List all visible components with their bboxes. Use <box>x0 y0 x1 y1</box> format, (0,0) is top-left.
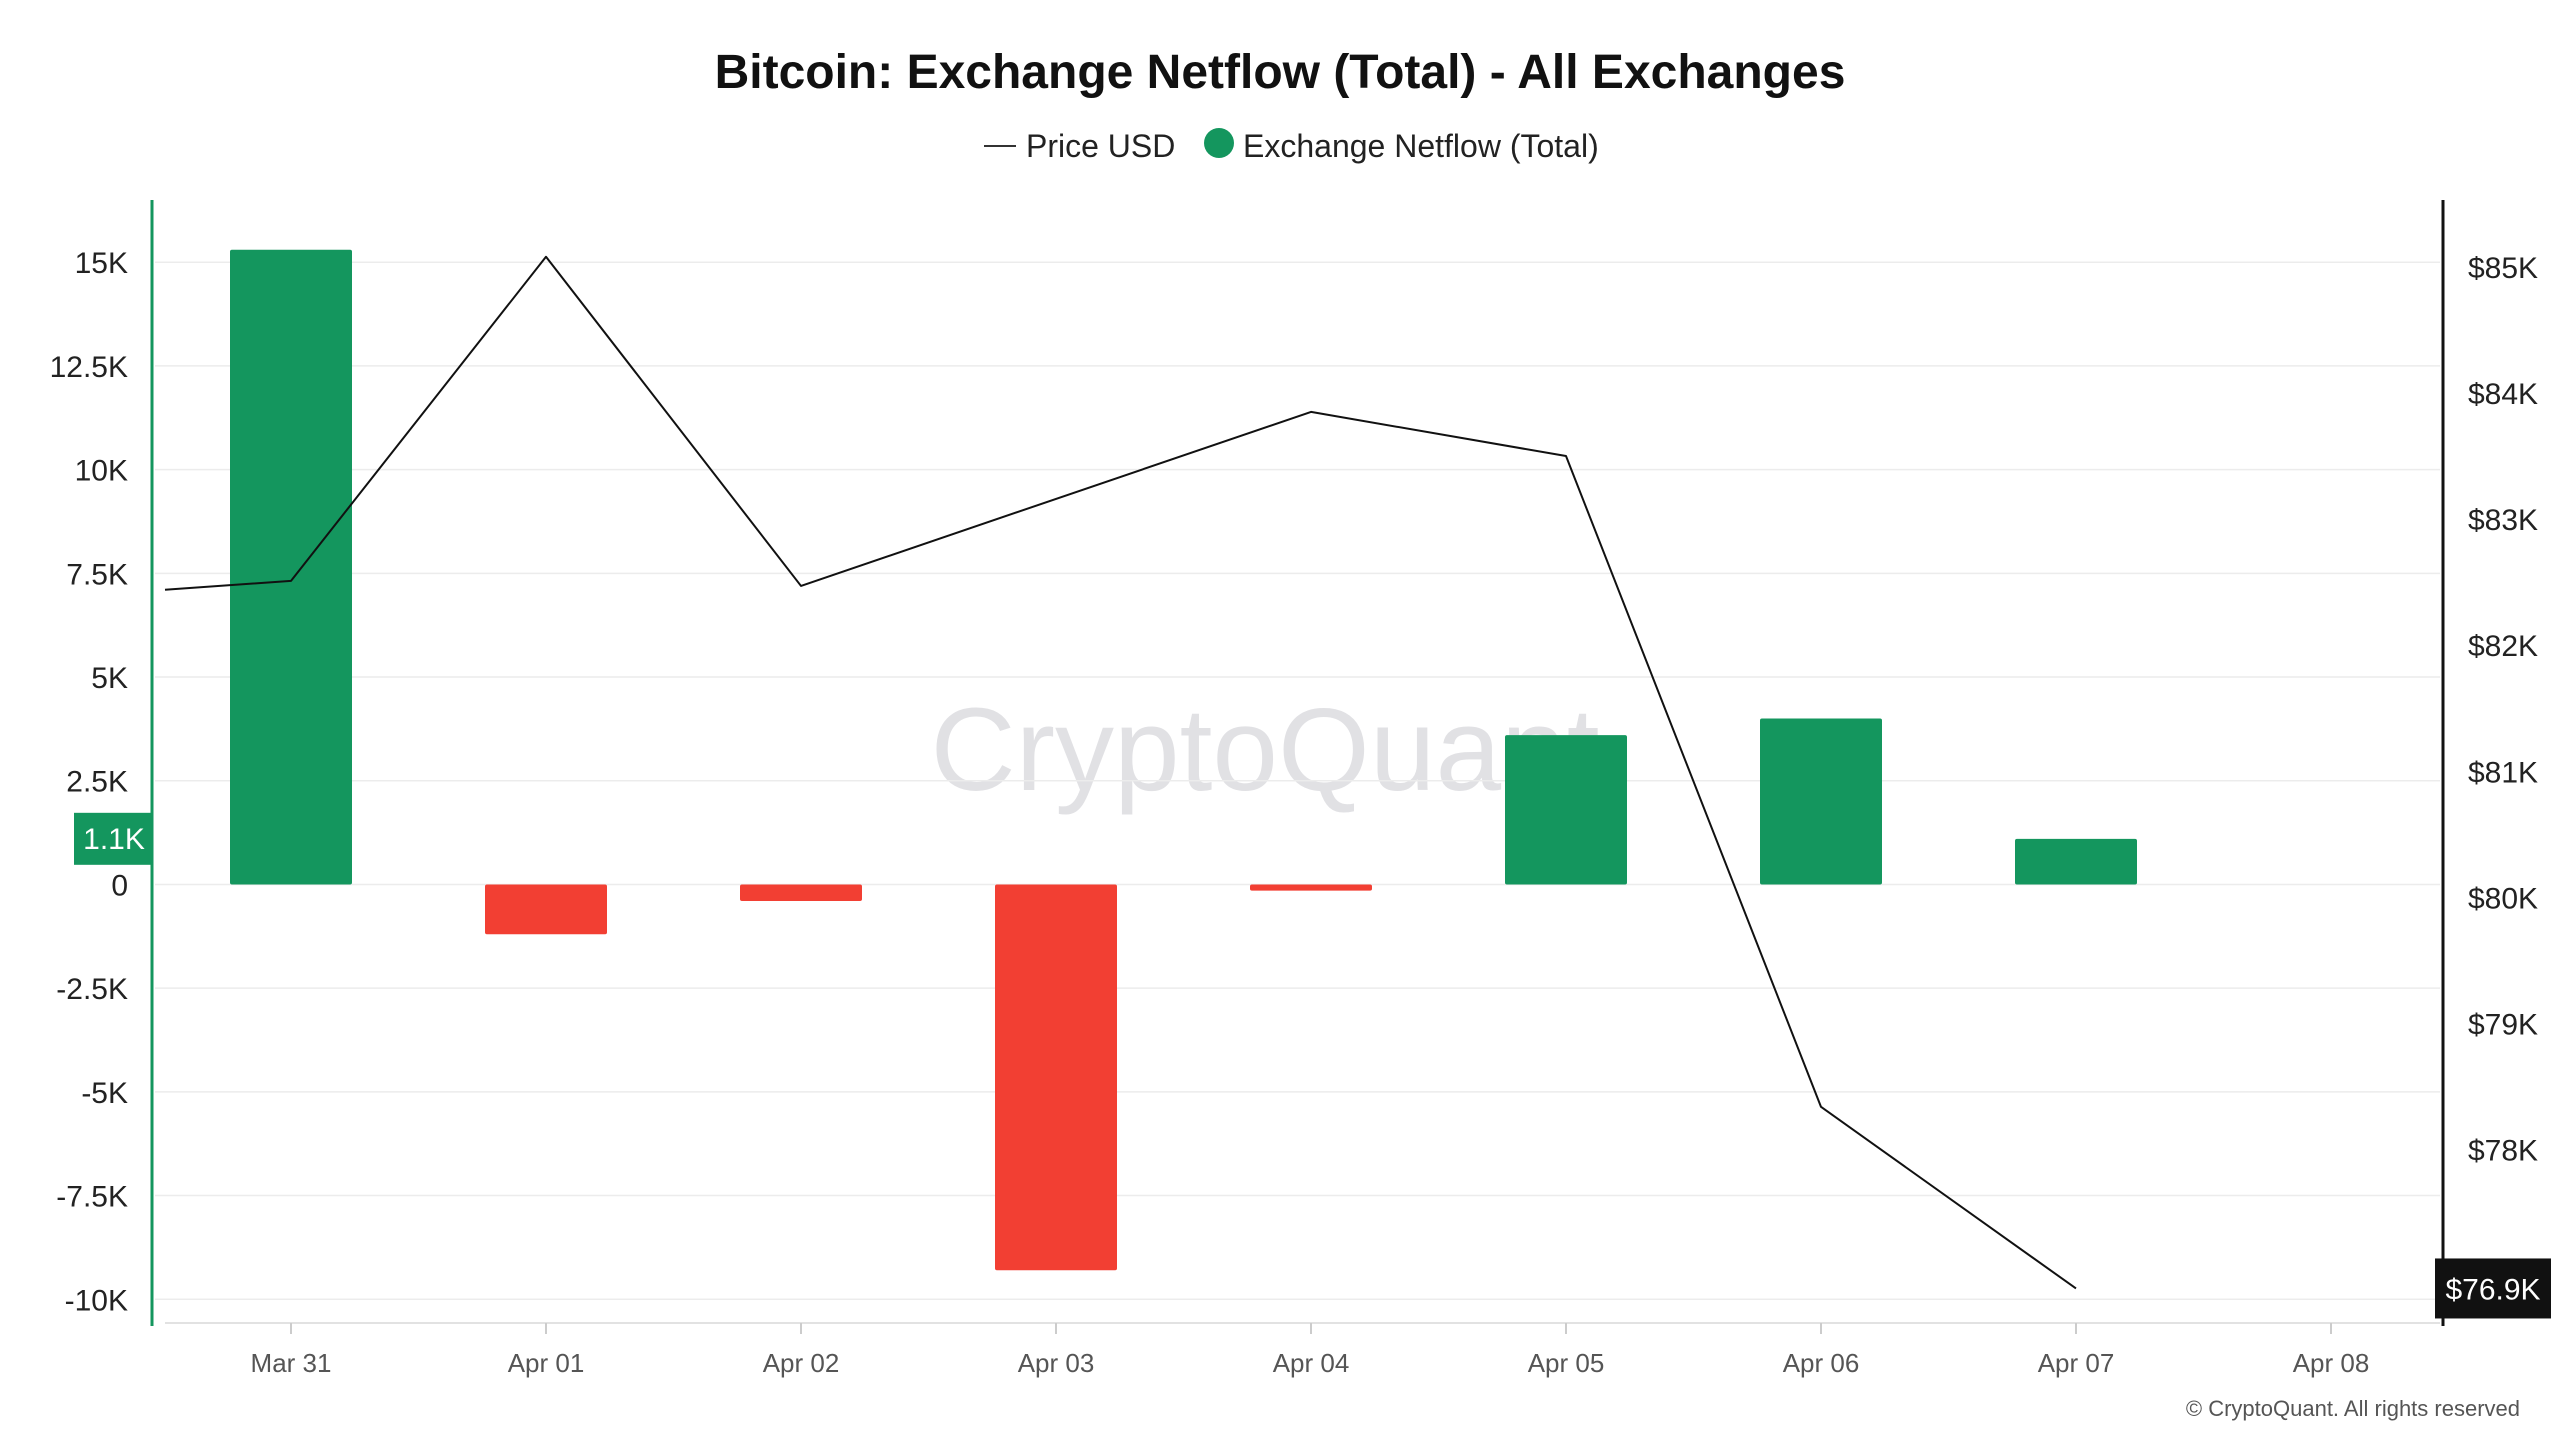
left-axis-ticks: 15K 12.5K 10K 7.5K 5K 2.5K 0 -2.5K -5K -7.5K -10K <box>50 247 128 1317</box>
left-tick-label: -10K <box>65 1284 128 1317</box>
netflow-bar <box>485 884 607 935</box>
left-tick-label: -7.5K <box>56 1181 128 1214</box>
x-tick-label: Apr 04 <box>1273 1348 1350 1378</box>
right-tick-label: $81K <box>2468 756 2538 789</box>
netflow-last-value-badge: 1.1K <box>74 812 153 865</box>
x-tick-label: Apr 05 <box>1528 1348 1605 1378</box>
netflow-bar <box>1760 718 1882 885</box>
netflow-bar <box>740 884 862 902</box>
price-last-value-badge: $76.9K <box>2435 1258 2551 1319</box>
grid-lines <box>155 261 2440 1301</box>
price-line-group <box>164 255 2077 1290</box>
x-tick-label: Apr 07 <box>2038 1348 2115 1378</box>
right-tick-label: $80K <box>2468 882 2538 915</box>
right-tick-label: $85K <box>2468 252 2538 285</box>
x-axis-ticks: Mar 31 Apr 01 Apr 02 Apr 03 Apr 04 Apr 05 Apr … <box>251 1323 2370 1378</box>
left-tick-label: -5K <box>81 1077 128 1110</box>
netflow-bars <box>230 249 2137 1271</box>
x-tick-label: Apr 01 <box>508 1348 585 1378</box>
x-tick-label: Apr 02 <box>763 1348 840 1378</box>
copyright-notice: © CryptoQuant. All rights reserved <box>2186 1396 2520 1421</box>
netflow-bar <box>230 249 352 885</box>
right-tick-label: $79K <box>2468 1009 2538 1042</box>
legend-netflow-dot-marker <box>1204 128 1234 158</box>
right-tick-label: $83K <box>2468 504 2538 537</box>
right-tick-label: $84K <box>2468 378 2538 411</box>
x-tick-label: Apr 03 <box>1018 1348 1095 1378</box>
legend-netflow-label: Exchange Netflow (Total) <box>1243 128 1599 164</box>
left-tick-label: 15K <box>75 247 128 280</box>
netflow-bar <box>2015 838 2137 885</box>
x-tick-label: Mar 31 <box>251 1348 332 1378</box>
right-axis-ticks: $85K $84K $83K $82K $81K $80K $79K $78K <box>2468 252 2538 1168</box>
left-tick-label: 10K <box>75 455 128 488</box>
left-tick-label: -2.5K <box>56 973 128 1006</box>
right-tick-label: $78K <box>2468 1135 2538 1168</box>
watermark: CryptoQuant <box>931 684 1600 816</box>
x-tick-label: Apr 06 <box>1783 1348 1860 1378</box>
netflow-badge-text: 1.1K <box>83 823 145 856</box>
left-tick-label: 0 <box>111 869 128 902</box>
netflow-bar <box>995 884 1117 1271</box>
x-tick-label: Apr 08 <box>2293 1348 2370 1378</box>
left-tick-label: 7.5K <box>66 558 128 591</box>
left-tick-label: 2.5K <box>66 766 128 799</box>
legend: Price USD Exchange Netflow (Total) <box>984 128 1599 164</box>
left-tick-label: 5K <box>91 662 128 695</box>
netflow-bar <box>1505 735 1627 885</box>
price-line <box>164 255 2077 1290</box>
netflow-bar <box>1250 884 1372 891</box>
chart-title: Bitcoin: Exchange Netflow (Total) - All … <box>715 46 1846 99</box>
axes <box>150 200 2445 1326</box>
left-tick-label: 12.5K <box>50 351 128 384</box>
price-badge-text: $76.9K <box>2445 1273 2540 1306</box>
right-tick-label: $82K <box>2468 630 2538 663</box>
legend-price-label: Price USD <box>1026 128 1175 164</box>
